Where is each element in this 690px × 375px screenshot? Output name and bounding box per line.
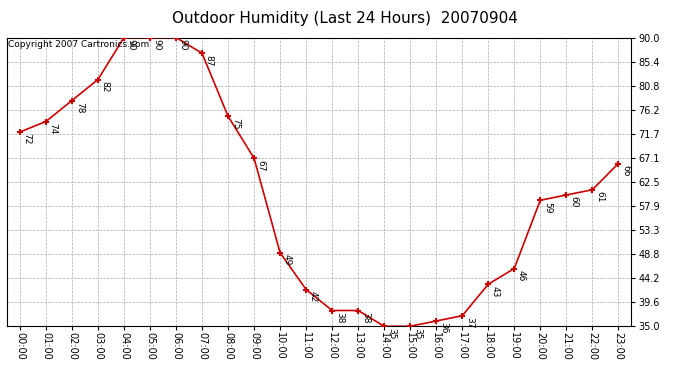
Text: 38: 38 [335,312,344,323]
Text: 43: 43 [491,286,500,297]
Text: 87: 87 [205,55,214,66]
Text: 36: 36 [439,322,448,334]
Text: 59: 59 [543,202,552,213]
Text: 67: 67 [257,160,266,171]
Text: 72: 72 [23,134,32,145]
Text: 74: 74 [49,123,58,134]
Text: 90: 90 [152,39,161,50]
Text: Copyright 2007 Cartronics.com: Copyright 2007 Cartronics.com [8,40,150,50]
Text: 46: 46 [517,270,526,281]
Text: 61: 61 [595,191,604,202]
Text: 66: 66 [621,165,630,176]
Text: 35: 35 [387,328,396,339]
Text: Outdoor Humidity (Last 24 Hours)  20070904: Outdoor Humidity (Last 24 Hours) 2007090… [172,11,518,26]
Text: 60: 60 [569,196,578,208]
Text: 90: 90 [127,39,136,50]
Text: 42: 42 [309,291,318,302]
Text: 37: 37 [465,317,474,328]
Text: 82: 82 [101,81,110,92]
Text: 78: 78 [75,102,83,113]
Text: 38: 38 [361,312,370,323]
Text: 35: 35 [413,328,422,339]
Text: 49: 49 [283,254,292,266]
Text: 75: 75 [231,118,240,129]
Text: 90: 90 [179,39,188,50]
